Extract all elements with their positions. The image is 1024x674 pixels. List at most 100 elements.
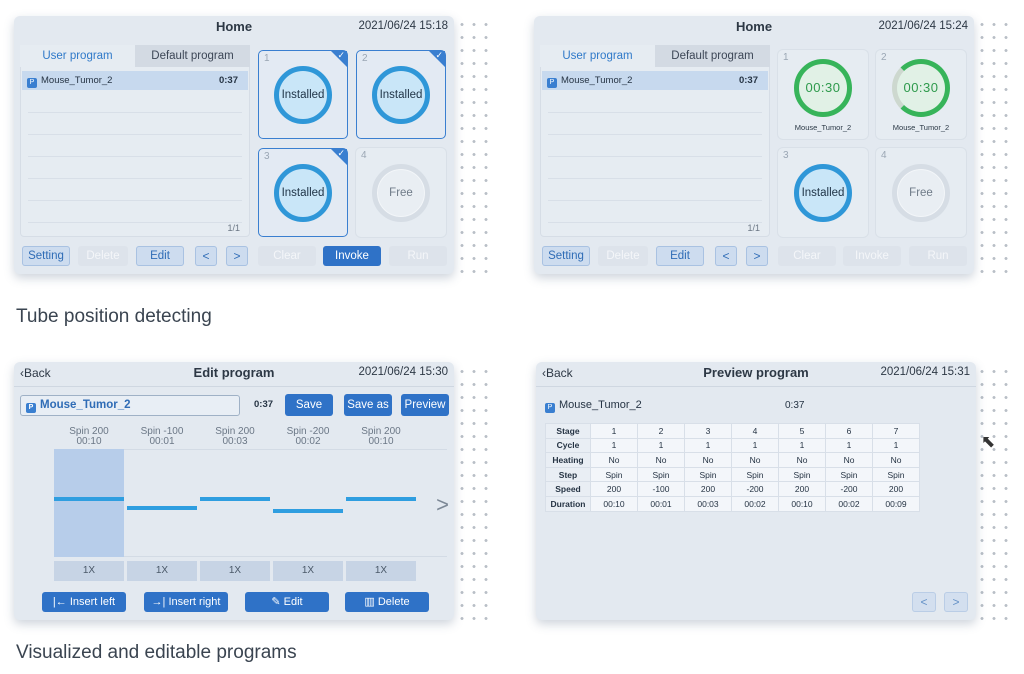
home-screen-panel-1: Home 2021/06/24 15:18 User program Defau… [14, 16, 454, 274]
program-list: User program Default program P Mouse_Tumo… [540, 45, 770, 237]
table-cell: -200 [731, 481, 779, 497]
stage-repeat[interactable]: 1X [273, 561, 343, 581]
stage-chart-area [54, 449, 447, 557]
trash-icon: ▥ [364, 596, 378, 608]
program-name-field[interactable]: P Mouse_Tumor_2 [20, 395, 240, 416]
invoke-button[interactable]: Invoke [843, 246, 901, 266]
prev-page-button[interactable]: < [912, 592, 936, 612]
setting-button[interactable]: Setting [542, 246, 590, 266]
run-button[interactable]: Run [909, 246, 967, 266]
back-button[interactable]: ‹Back [20, 366, 51, 380]
header-bar: Home 2021/06/24 15:18 [14, 16, 454, 38]
delete-stage-button[interactable]: ▥ Delete [345, 592, 429, 612]
invoke-button[interactable]: Invoke [323, 246, 381, 266]
clear-button[interactable]: Clear [258, 246, 316, 266]
save-button[interactable]: Save [285, 394, 333, 416]
list-divider [28, 134, 242, 135]
program-row[interactable]: P Mouse_Tumor_2 0:37 [542, 71, 768, 90]
list-divider [28, 178, 242, 179]
table-cell: 2 [637, 423, 685, 439]
datetime: 2021/06/24 15:24 [878, 20, 968, 32]
delete-button[interactable]: Delete [598, 246, 648, 266]
edit-stage-button[interactable]: ✎ Edit [245, 592, 329, 612]
table-cell: 1 [590, 437, 638, 454]
next-stage-arrow-icon[interactable]: > [436, 492, 449, 517]
stage-repeat[interactable]: 1X [127, 561, 197, 581]
list-divider [548, 222, 762, 223]
table-cell: 00:10 [778, 495, 826, 512]
run-button[interactable]: Run [389, 246, 447, 266]
table-cell: No [778, 452, 826, 468]
next-page-button[interactable]: > [226, 246, 248, 266]
list-divider [548, 156, 762, 157]
page-title: Home [215, 19, 253, 34]
preview-button[interactable]: Preview [401, 394, 449, 416]
table-cell: No [590, 452, 638, 468]
row-header: Heating [545, 452, 591, 468]
edit-button[interactable]: Edit [136, 246, 184, 266]
tab-user-program[interactable]: User program [20, 45, 135, 67]
slot-number: 2 [881, 52, 887, 63]
save-as-button[interactable]: Save as [344, 394, 392, 416]
slot-number: 1 [264, 53, 270, 64]
table-cell: No [825, 452, 873, 468]
table-cell: 00:10 [590, 495, 638, 512]
page-title: Edit program [193, 365, 275, 380]
next-page-button[interactable]: > [944, 592, 968, 612]
insert-left-button[interactable]: |← Insert left [42, 592, 126, 612]
caption-tube-detecting: Tube position detecting [16, 306, 212, 327]
stage-repeat[interactable]: 1X [200, 561, 270, 581]
tube-slot-3[interactable]: 3 Installed [778, 148, 868, 237]
program-icon: P [27, 78, 37, 88]
slot-program-label: Mouse_Tumor_2 [794, 123, 852, 132]
table-cell: -200 [825, 481, 873, 497]
tab-default-program[interactable]: Default program [135, 45, 250, 67]
table-row: Speed 200 -100 200 -200 200 -200 200 [545, 481, 920, 497]
stage-repeat[interactable]: 1X [54, 561, 124, 581]
header-bar: ‹Back Edit program 2021/06/24 15:30 [14, 362, 454, 384]
tube-slot-2[interactable]: 2 00:30 Mouse_Tumor_2 [876, 50, 966, 139]
list-divider [548, 200, 762, 201]
insert-right-label: Insert right [168, 596, 221, 608]
prev-page-button[interactable]: < [715, 246, 737, 266]
tube-slot-3[interactable]: 3 ✓ Installed [258, 148, 348, 237]
dot-pattern-decoration [456, 365, 494, 623]
table-cell: Spin [637, 466, 685, 483]
back-button[interactable]: ‹Back [542, 366, 573, 380]
stage-repeat[interactable]: 1X [346, 561, 416, 581]
clear-button[interactable]: Clear [778, 246, 836, 266]
delete-button[interactable]: Delete [78, 246, 128, 266]
tab-user-program[interactable]: User program [540, 45, 655, 67]
tube-slot-4[interactable]: 4 Free [876, 148, 966, 237]
slot-number: 3 [264, 151, 270, 162]
insert-right-button[interactable]: →| Insert right [144, 592, 228, 612]
tube-slot-4[interactable]: 4 Free [356, 148, 446, 237]
program-duration: 0:37 [254, 399, 274, 410]
program-icon: P [547, 78, 557, 88]
prev-page-button[interactable]: < [195, 246, 217, 266]
row-header: Duration [545, 495, 591, 512]
setting-button[interactable]: Setting [22, 246, 70, 266]
tab-default-program[interactable]: Default program [655, 45, 770, 67]
insert-left-icon: |← [52, 596, 70, 608]
row-header: Step [545, 466, 591, 483]
stage-label: Spin -100 00:01 [127, 427, 197, 447]
slot-status-ring: Free [892, 163, 950, 222]
stage-time: 00:10 [368, 436, 394, 447]
header-bar: Home 2021/06/24 15:24 [534, 16, 974, 38]
edit-button[interactable]: Edit [656, 246, 704, 266]
table-cell: 00:02 [825, 495, 873, 512]
stage-speed-bar [273, 509, 343, 513]
program-tabs: User program Default program [20, 45, 250, 67]
table-row: Cycle 1 1 1 1 1 1 1 [545, 437, 920, 454]
stage-column-selected[interactable] [54, 449, 124, 557]
tube-slot-1[interactable]: 1 00:30 Mouse_Tumor_2 [778, 50, 868, 139]
tube-slot-2[interactable]: 2 ✓ Installed [356, 50, 446, 139]
program-duration: 0:37 [738, 75, 758, 86]
next-page-button[interactable]: > [746, 246, 768, 266]
slot-program-label: Mouse_Tumor_2 [892, 123, 950, 132]
program-row[interactable]: P Mouse_Tumor_2 0:37 [22, 71, 248, 90]
check-icon: ✓ [337, 50, 345, 60]
tube-slot-1[interactable]: 1 ✓ Installed [258, 50, 348, 139]
table-cell: 1 [778, 437, 826, 454]
